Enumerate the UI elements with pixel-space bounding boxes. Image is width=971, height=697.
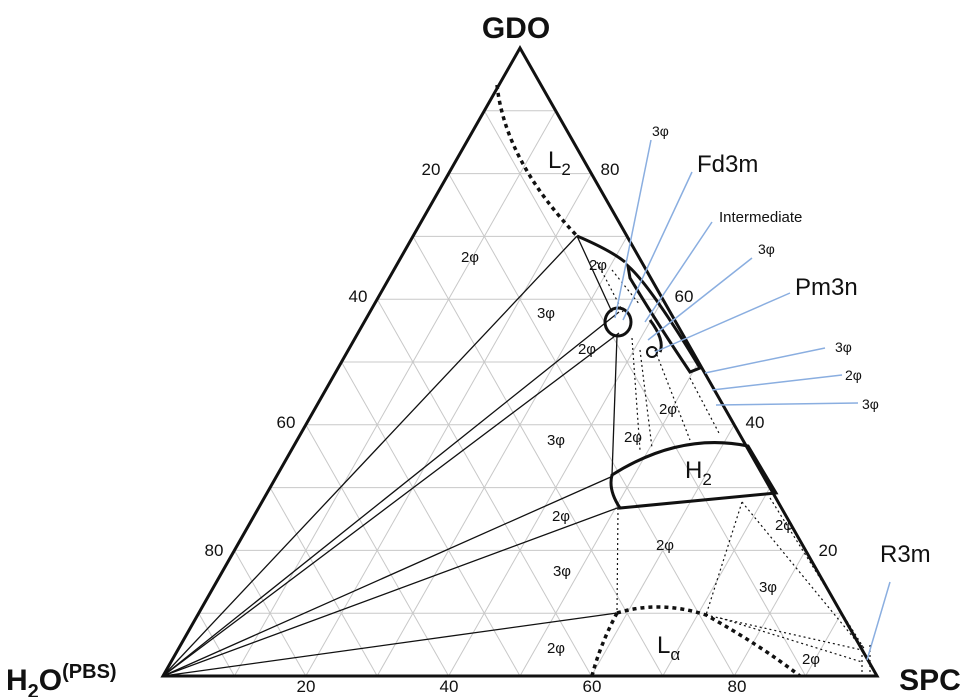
grid-line	[448, 173, 735, 677]
region-label: 2φ	[547, 640, 565, 657]
phase-boundaries	[495, 84, 802, 678]
left-tick-60: 60	[277, 413, 296, 432]
triangle-outline	[160, 44, 880, 678]
left-tick-40: 40	[349, 287, 368, 306]
pm3n-small-region	[603, 306, 633, 338]
grid-line	[269, 487, 378, 677]
phase-label-la: Lα	[657, 632, 680, 664]
region-label: 2φ	[578, 341, 596, 358]
region-label: 3φ	[547, 432, 565, 449]
right-axis-ticks: 80 60 40 20	[601, 160, 838, 560]
region-labels: 2φ 2φ 3φ 2φ 2φ 3φ 2φ 2φ 2φ 3φ 2φ 3φ 2φ 2…	[461, 249, 820, 668]
callout-pm3n: Pm3n	[795, 274, 858, 301]
bottom-axis-ticks: 20 40 60 80	[297, 677, 747, 696]
region-label: 2φ	[802, 651, 820, 668]
region-label: 3φ	[537, 305, 555, 322]
region-label: 2φ	[589, 257, 607, 274]
la-left-boundary	[590, 612, 619, 677]
bottom-tick-40: 40	[440, 677, 459, 696]
callout-labels: 3φ Fd3m Intermediate 3φ Pm3n 3φ 2φ 3φ R3…	[652, 123, 931, 568]
callout-3phi-mid: 3φ	[758, 241, 775, 257]
vertex-label-water: H2O(PBS)	[6, 661, 117, 697]
region-label: 2φ	[461, 249, 479, 266]
left-tick-80: 80	[205, 541, 224, 560]
l2-tie-boundary	[576, 234, 626, 264]
region-label: 2φ	[552, 508, 570, 525]
grid-line	[198, 612, 235, 677]
right-tick-60: 60	[675, 287, 694, 306]
callout-3phi-bottom: 3φ	[862, 396, 879, 412]
callout-2phi-lower: 2φ	[845, 367, 862, 383]
grid-line	[305, 424, 450, 677]
region-label: 2φ	[775, 517, 793, 534]
callout-3phi-lower: 3φ	[835, 339, 852, 355]
region-label: 3φ	[759, 579, 777, 596]
triangle-grid	[198, 110, 842, 677]
grid-line	[662, 487, 771, 677]
grid-line	[805, 612, 842, 677]
phase-label-l2: L2	[548, 147, 571, 179]
tie-lines	[162, 235, 621, 677]
right-tick-20: 20	[819, 541, 838, 560]
grid-line	[233, 550, 307, 677]
callout-3phi-top: 3φ	[652, 123, 669, 139]
bottom-tick-20: 20	[297, 677, 316, 696]
callout-leaders	[614, 139, 891, 661]
region-label: 2φ	[656, 537, 674, 554]
vertex-label-spc: SPC	[899, 664, 961, 697]
vertex-label-gdo: GDO	[482, 12, 550, 45]
callout-r3m: R3m	[880, 541, 931, 568]
region-label: 2φ	[659, 401, 677, 418]
region-label: 3φ	[553, 563, 571, 580]
h2-boundary	[609, 441, 779, 510]
grid-line	[519, 361, 699, 677]
right-tick-40: 40	[746, 413, 765, 432]
fd3m-boundary	[625, 262, 703, 374]
callout-intermediate: Intermediate	[719, 209, 802, 226]
grid-line	[412, 236, 664, 677]
callout-fd3m: Fd3m	[697, 151, 758, 178]
bottom-tick-60: 60	[583, 677, 602, 696]
grid-line	[233, 110, 557, 677]
region-label: 2φ	[624, 429, 642, 446]
left-axis-ticks: 20 40 60 80	[205, 160, 441, 560]
l2-boundary	[495, 84, 579, 238]
grid-line	[341, 361, 521, 677]
grid-line	[483, 110, 807, 677]
right-tick-80: 80	[601, 160, 620, 179]
bottom-tick-80: 80	[728, 677, 747, 696]
pm3n-dot	[646, 346, 658, 358]
la-boundary	[616, 605, 802, 678]
phase-label-h2: H2	[685, 457, 712, 489]
grid-line	[376, 298, 592, 677]
grid-line	[376, 236, 628, 677]
left-tick-20: 20	[422, 160, 441, 179]
